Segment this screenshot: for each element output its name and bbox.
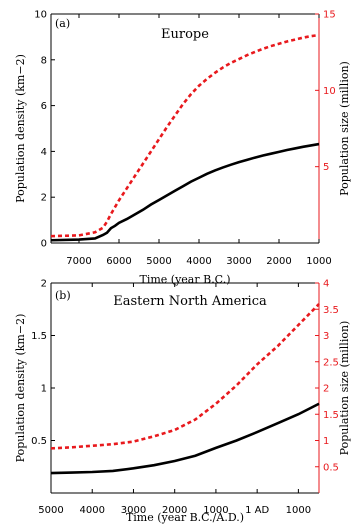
y-tick-label-right: 1 — [323, 436, 329, 447]
y-tick-label-left: 0.5 — [31, 436, 47, 447]
panel-eastern-north-america: 5000 4000 3000 2000 1000 1 AD 1000 0.5 1 1.5 2 0.5 1… — [14, 279, 351, 524]
x-tick-label: 5000 — [146, 256, 171, 267]
y-tick-label-left: 2 — [41, 193, 47, 204]
y-tick-label-left: 2 — [41, 279, 47, 290]
x-tick-label: 4000 — [80, 505, 105, 516]
y-axis-label-left: Population density (km−2) — [14, 54, 27, 203]
population-density-line — [50, 402, 320, 475]
y-tick-label-right: 1.5 — [323, 410, 339, 421]
y-tick-label-right: 4 — [323, 279, 329, 290]
x-axis-label: Time (year B.C./A.D.) — [126, 511, 244, 524]
x-tick-label: 1000 — [203, 505, 228, 516]
x-axis-label: Time (year B.C.) — [139, 273, 230, 286]
y-tick-label-left: 10 — [34, 10, 47, 21]
x-tick-label: 3000 — [121, 505, 146, 516]
x-tick-label: 1000 — [286, 505, 311, 516]
x-tick-label: 2000 — [266, 256, 291, 267]
chart-title: Europe — [161, 27, 209, 42]
y-tick-label-right: 10 — [323, 86, 336, 97]
y-tick-label-right: 0.5 — [323, 462, 339, 473]
y-tick-label-left: 1 — [41, 384, 47, 395]
x-tick-label: 4000 — [186, 256, 211, 267]
y-axis-label-left: Population density (km−2) — [14, 314, 27, 463]
x-tick-label: 2000 — [162, 505, 187, 516]
x-tick-label: 1 AD — [245, 505, 269, 516]
y-tick-label-right: 5 — [323, 162, 329, 173]
panel-label: (b) — [55, 289, 71, 302]
population-density-line — [50, 142, 320, 242]
x-tick-label: 1000 — [306, 256, 331, 267]
y-tick-label-left: 4 — [41, 147, 47, 158]
y-tick-label-right: 3.5 — [323, 305, 339, 316]
x-tick-label: 7000 — [66, 256, 91, 267]
y-tick-label-right: 15 — [323, 10, 336, 21]
y-tick-label-left: 1.5 — [31, 331, 47, 342]
population-size-line — [50, 303, 320, 450]
y-tick-label-left: 0 — [41, 239, 47, 250]
y-tick-label-right: 3 — [323, 331, 329, 342]
y-tick-label-left: 8 — [41, 55, 47, 66]
y-tick-label-right: 2 — [323, 384, 329, 395]
x-tick-label: 5000 — [38, 505, 63, 516]
y-axis-label-right: Population size (million) — [338, 321, 351, 456]
x-tick-label: 6000 — [106, 256, 131, 267]
panel-label: (a) — [55, 17, 70, 30]
x-tick-label: 3000 — [226, 256, 251, 267]
y-tick-label-right: 2.5 — [323, 357, 339, 368]
chart-title: Eastern North America — [113, 294, 267, 309]
population-size-line — [50, 33, 320, 238]
y-axis-label-right: Population size (million) — [338, 61, 351, 196]
panel-europe: 7000 6000 5000 4000 3000 2000 1000 0 2 4 6 8 10 5 10 15… — [14, 10, 351, 287]
y-tick-label-left: 6 — [41, 101, 47, 112]
